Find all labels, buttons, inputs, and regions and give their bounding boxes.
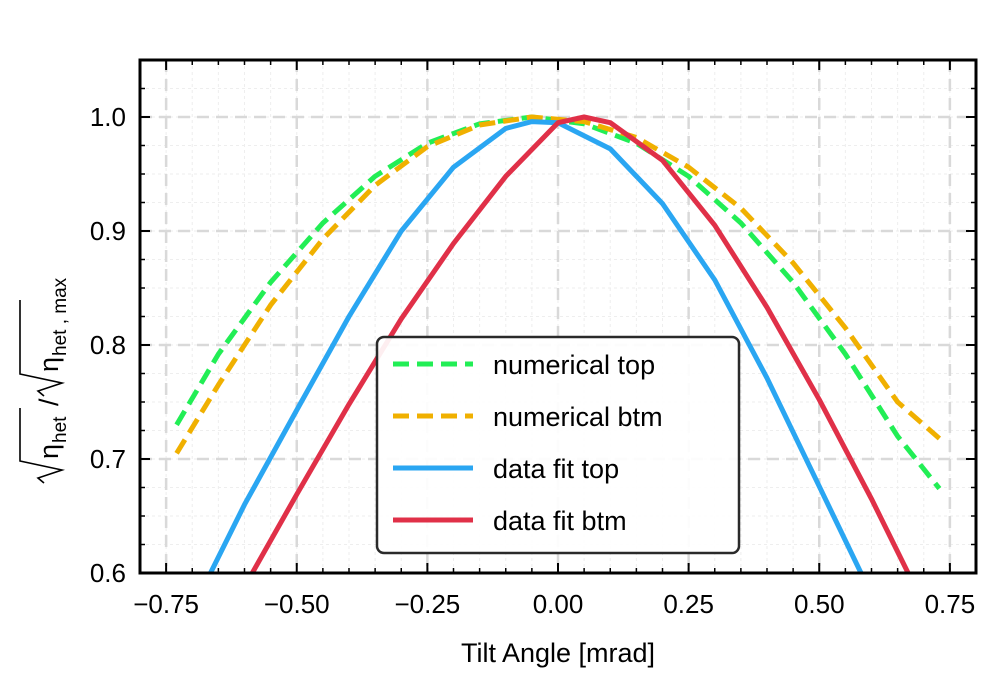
legend-item-numerical-top: numerical top bbox=[393, 350, 655, 380]
x-tick-label: −0.25 bbox=[394, 589, 460, 619]
series-layer bbox=[174, 114, 942, 573]
legend-item-data-fit-btm: data fit btm bbox=[393, 506, 627, 536]
y-label-separator: / bbox=[34, 398, 64, 406]
y-axis-label: η het / η het , max bbox=[19, 277, 71, 484]
x-axis-label: Tilt Angle [mrad] bbox=[461, 638, 655, 668]
x-tick-labels: −0.75 −0.50 −0.25 0.00 0.25 0.50 0.75 bbox=[133, 589, 975, 619]
y-tick-label: 0.7 bbox=[90, 444, 126, 474]
legend-item-data-fit-top: data fit top bbox=[393, 454, 619, 484]
legend-box bbox=[375, 335, 741, 555]
legend: numerical top numerical btm data fit top… bbox=[375, 335, 741, 555]
series-line-data-fit-top bbox=[208, 119, 864, 573]
series-line-data-fit-btm bbox=[250, 114, 911, 573]
y-tick-label: 0.9 bbox=[90, 216, 126, 246]
x-tick-label: −0.75 bbox=[133, 589, 199, 619]
axis-ticks bbox=[139, 59, 977, 574]
y-label-numerator-sub: het bbox=[50, 416, 71, 443]
legend-label: data fit top bbox=[493, 454, 619, 484]
y-tick-labels: 0.6 0.7 0.8 0.9 1.0 bbox=[90, 102, 126, 588]
y-tick-label: 1.0 bbox=[90, 102, 126, 132]
x-tick-label: 0.25 bbox=[663, 589, 714, 619]
series-line-numerical-btm bbox=[174, 114, 942, 455]
x-tick-label: −0.50 bbox=[264, 589, 330, 619]
legend-item-numerical-btm: numerical btm bbox=[393, 402, 663, 432]
y-label-denominator-eta: η bbox=[34, 357, 64, 372]
legend-label: numerical top bbox=[493, 350, 655, 380]
legend-label: data fit btm bbox=[493, 506, 627, 536]
y-label-denominator-sub: het , max bbox=[50, 277, 71, 356]
y-tick-label: 0.6 bbox=[90, 558, 126, 588]
y-label-numerator-eta: η bbox=[34, 444, 64, 459]
x-tick-label: 0.00 bbox=[533, 589, 584, 619]
x-tick-label: 0.75 bbox=[925, 589, 976, 619]
legend-label: numerical btm bbox=[493, 402, 663, 432]
x-tick-label: 0.50 bbox=[794, 589, 845, 619]
y-tick-label: 0.8 bbox=[90, 330, 126, 360]
